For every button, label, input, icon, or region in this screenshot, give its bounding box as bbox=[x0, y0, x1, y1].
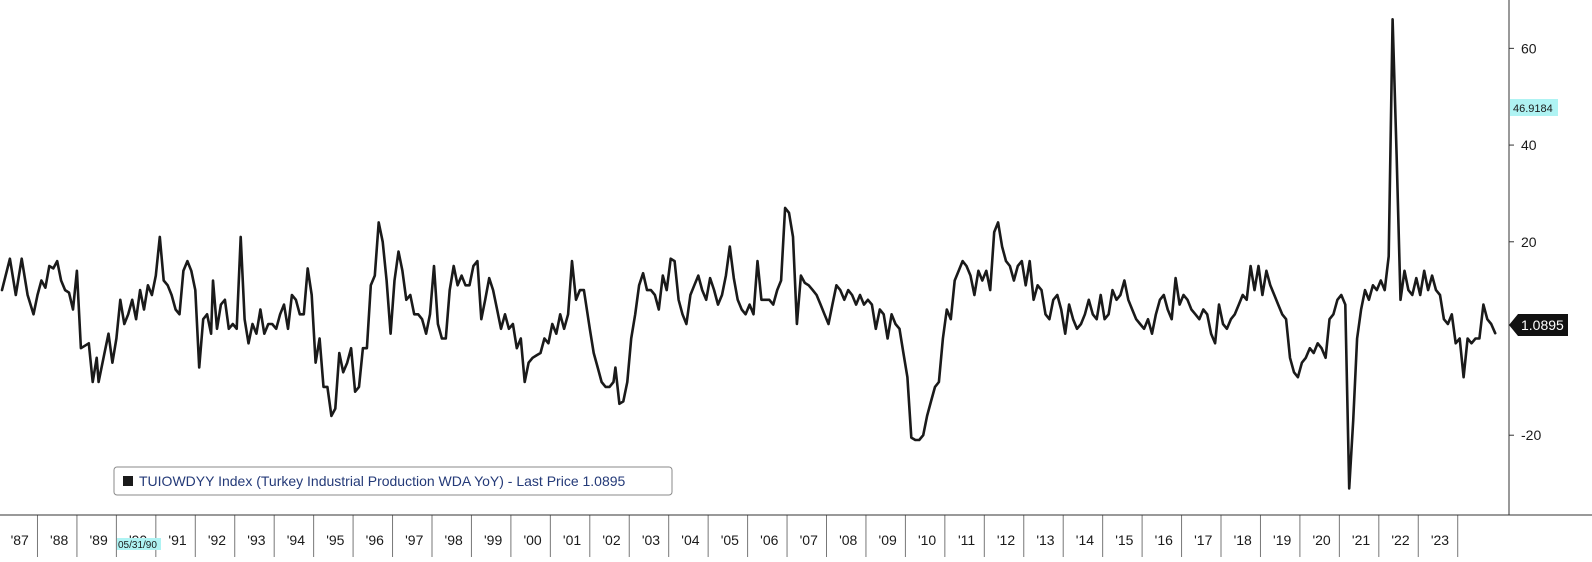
x-tick-label: '91 bbox=[168, 532, 186, 548]
x-tick-label: '02 bbox=[602, 532, 620, 548]
x-tick-label: '97 bbox=[405, 532, 423, 548]
x-tick-label: '17 bbox=[1194, 532, 1212, 548]
series-line bbox=[0, 18, 1497, 490]
legend-swatch bbox=[123, 476, 133, 486]
x-tick-label: '94 bbox=[287, 532, 305, 548]
x-tick-label: '09 bbox=[879, 532, 897, 548]
x-tick-label: '04 bbox=[681, 532, 699, 548]
x-tick-label: '93 bbox=[247, 532, 265, 548]
x-tick-label: '16 bbox=[1155, 532, 1173, 548]
legend-label: TUIOWDYY Index (Turkey Industrial Produc… bbox=[139, 473, 626, 489]
x-tick-label: '01 bbox=[563, 532, 581, 548]
x-tick-label: '00 bbox=[523, 532, 541, 548]
x-tick-label: '12 bbox=[997, 532, 1015, 548]
x-tick-label: '95 bbox=[326, 532, 344, 548]
x-tick-label: '08 bbox=[839, 532, 857, 548]
cursor-date-label: 05/31/90 bbox=[117, 538, 161, 551]
x-tick-label: '92 bbox=[208, 532, 226, 548]
x-tick-label: '11 bbox=[958, 532, 975, 548]
x-tick-label: '98 bbox=[445, 532, 463, 548]
x-tick-label: '22 bbox=[1391, 532, 1409, 548]
y-tick-label: -20 bbox=[1521, 427, 1541, 443]
cursor-date-highlight bbox=[117, 538, 161, 550]
cursor-value-text: 46.9184 bbox=[1513, 103, 1553, 115]
x-axis-dividers bbox=[36, 515, 1459, 557]
x-tick-label: '20 bbox=[1312, 532, 1330, 548]
legend-box bbox=[113, 466, 673, 496]
x-tick-label: '05 bbox=[721, 532, 739, 548]
x-tick-label: '10 bbox=[918, 532, 936, 548]
x-axis-ticks: '87'88'89'90'91'92'93'94'95'96'97'98'99'… bbox=[11, 532, 1450, 548]
x-tick-label: '87 bbox=[11, 532, 29, 548]
last-price-marker bbox=[1509, 314, 1568, 336]
x-tick-label: '15 bbox=[1115, 532, 1133, 548]
x-tick-label: '07 bbox=[800, 532, 818, 548]
last-price-label: 1.0895 bbox=[1509, 314, 1568, 336]
y-tick-label: 40 bbox=[1521, 137, 1537, 153]
x-tick-label: '96 bbox=[366, 532, 384, 548]
x-tick-label: '13 bbox=[1036, 532, 1054, 548]
x-tick-label: '03 bbox=[642, 532, 660, 548]
y-tick-label: 20 bbox=[1521, 234, 1537, 250]
x-tick-label: '99 bbox=[484, 532, 502, 548]
last-price-value: 1.0895 bbox=[1521, 317, 1564, 333]
x-tick-label: '89 bbox=[90, 532, 108, 548]
y-axis-ticks: 60 40 20 -20 bbox=[1509, 40, 1541, 443]
x-tick-label: '88 bbox=[50, 532, 68, 548]
x-tick-label: '18 bbox=[1234, 532, 1252, 548]
x-tick-label: '06 bbox=[760, 532, 778, 548]
cursor-date-text: 05/31/90 bbox=[118, 540, 157, 551]
y-tick-label: 60 bbox=[1521, 40, 1537, 56]
x-tick-label: '14 bbox=[1076, 532, 1094, 548]
cursor-value-highlight bbox=[1510, 99, 1558, 116]
cursor-value-label: 46.9184 bbox=[1510, 99, 1558, 116]
x-tick-label: '21 bbox=[1352, 532, 1370, 548]
x-tick-label: '19 bbox=[1273, 532, 1291, 548]
legend[interactable]: TUIOWDYY Index (Turkey Industrial Produc… bbox=[113, 466, 673, 496]
x-tick-label: '23 bbox=[1431, 532, 1449, 548]
